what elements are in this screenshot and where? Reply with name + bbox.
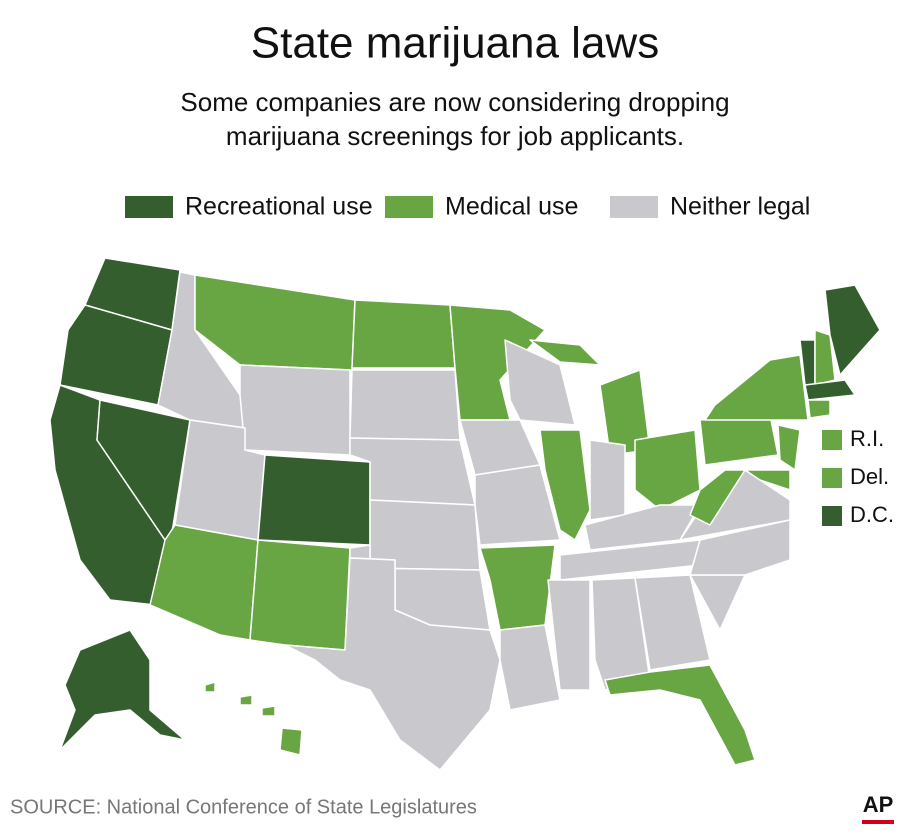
state [261, 705, 276, 717]
state [59, 629, 186, 751]
legend-swatch [610, 196, 658, 218]
state [689, 469, 746, 526]
state [777, 424, 801, 471]
legend-label: Medical use [445, 193, 578, 221]
state [539, 429, 591, 541]
state [149, 524, 259, 641]
state [814, 329, 836, 386]
state [824, 284, 881, 376]
state [351, 299, 456, 369]
state [744, 469, 791, 491]
state [249, 539, 351, 651]
state [804, 379, 856, 401]
state [529, 339, 601, 366]
state [204, 681, 216, 693]
map [49, 257, 881, 771]
small-states: R.I. Del. D.C. [822, 426, 894, 527]
legend-swatch [385, 196, 433, 218]
state [634, 429, 701, 511]
legend-swatch [125, 196, 173, 218]
state [634, 574, 711, 671]
state [449, 304, 546, 421]
legend: Recreational use Medical use Neither legal [125, 193, 810, 221]
title: State marijuana laws [251, 19, 659, 68]
state [589, 439, 626, 521]
small-state-swatch [822, 506, 842, 526]
source: SOURCE: National Conference of State Leg… [10, 796, 477, 818]
state [239, 364, 351, 456]
state [699, 414, 779, 466]
small-state-label: D.C. [850, 502, 894, 527]
state [194, 274, 356, 371]
state [704, 354, 809, 421]
state [479, 544, 556, 631]
subtitle: Some companies are now considering dropp… [180, 87, 729, 117]
logo: AP [863, 792, 894, 817]
subtitle: marijuana screenings for job applicants. [226, 121, 684, 151]
state [257, 454, 371, 546]
state [504, 339, 576, 426]
small-state-label: R.I. [850, 426, 884, 451]
state [239, 694, 253, 706]
state [284, 557, 501, 771]
state [584, 504, 701, 551]
state [349, 369, 461, 441]
legend-label: Neither legal [670, 193, 810, 221]
small-state-swatch [822, 430, 842, 450]
legend-label: Recreational use [185, 193, 373, 221]
small-state-label: Del. [850, 464, 889, 489]
state [279, 727, 303, 756]
state [59, 304, 173, 406]
state [547, 579, 591, 691]
logo-underline [862, 820, 894, 824]
state [474, 464, 561, 546]
state [807, 399, 831, 419]
small-state-swatch [822, 468, 842, 488]
state [604, 664, 756, 766]
state [499, 624, 561, 711]
